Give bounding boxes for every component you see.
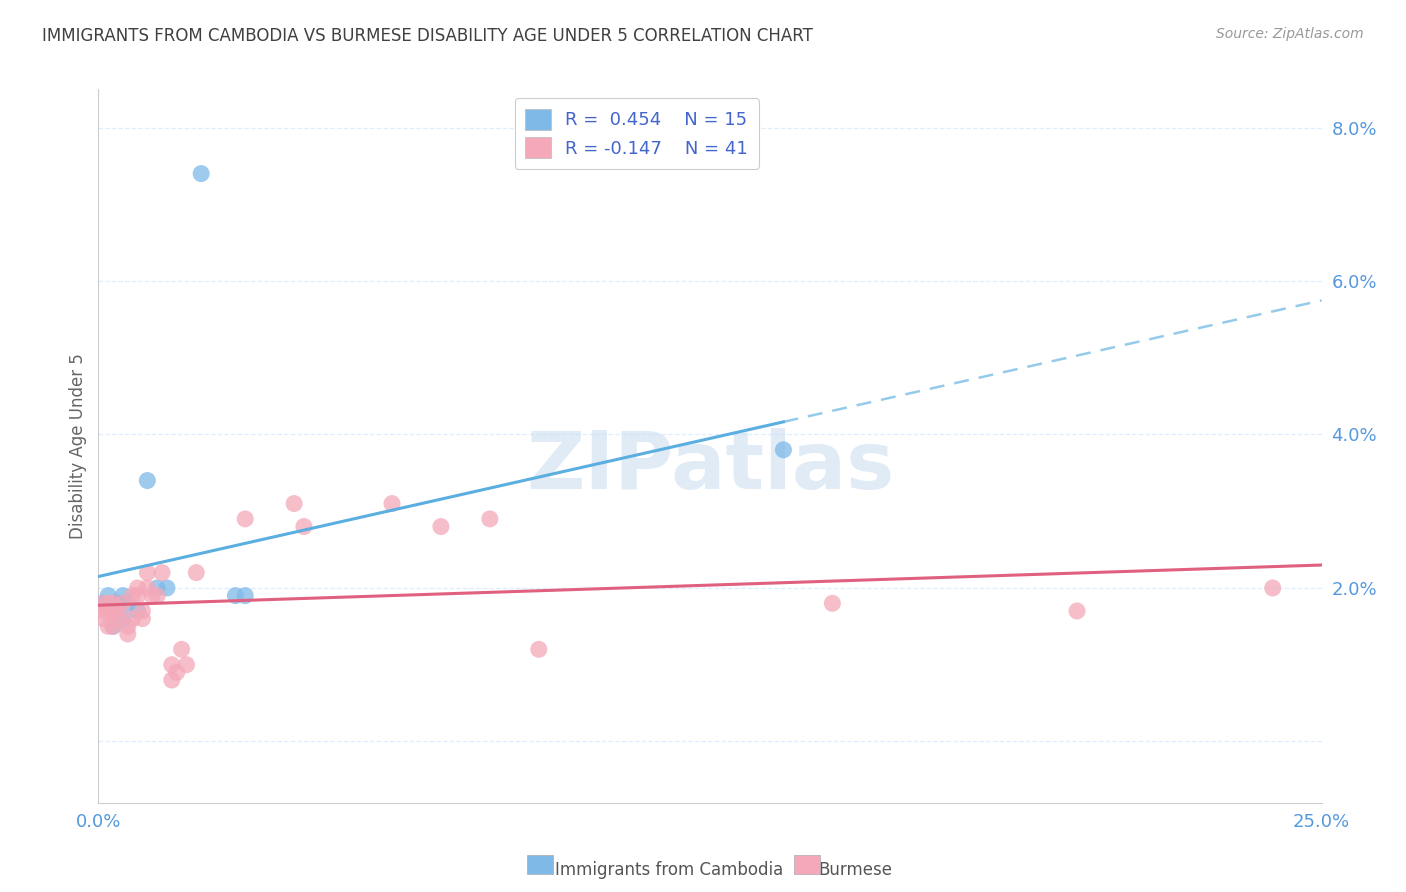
- Point: [127, 581, 149, 595]
- Point: [107, 604, 129, 618]
- Point: [97, 596, 120, 610]
- Point: [127, 604, 149, 618]
- Text: IMMIGRANTS FROM CAMBODIA VS BURMESE DISABILITY AGE UNDER 5 CORRELATION CHART: IMMIGRANTS FROM CAMBODIA VS BURMESE DISA…: [42, 27, 813, 45]
- Point: [97, 619, 120, 633]
- Point: [111, 589, 134, 603]
- Point: [527, 642, 550, 657]
- Point: [101, 619, 124, 633]
- Point: [136, 474, 159, 488]
- Point: [141, 589, 163, 603]
- Point: [381, 497, 404, 511]
- Text: Burmese: Burmese: [818, 861, 893, 879]
- Text: Source: ZipAtlas.com: Source: ZipAtlas.com: [1216, 27, 1364, 41]
- Point: [121, 589, 143, 603]
- Point: [97, 604, 120, 618]
- Point: [107, 612, 129, 626]
- Point: [292, 519, 315, 533]
- Point: [166, 665, 188, 680]
- Point: [127, 589, 149, 603]
- Legend: R =  0.454    N = 15, R = -0.147    N = 41: R = 0.454 N = 15, R = -0.147 N = 41: [515, 98, 759, 169]
- Point: [117, 619, 139, 633]
- Point: [160, 657, 183, 672]
- Point: [91, 604, 114, 618]
- Point: [170, 642, 193, 657]
- Point: [190, 167, 212, 181]
- Point: [121, 612, 143, 626]
- Point: [101, 604, 124, 618]
- Point: [160, 673, 183, 687]
- Point: [478, 512, 501, 526]
- Text: ZIPatlas: ZIPatlas: [526, 428, 894, 507]
- Point: [233, 589, 256, 603]
- Y-axis label: Disability Age Under 5: Disability Age Under 5: [69, 353, 87, 539]
- Point: [97, 589, 120, 603]
- Point: [101, 596, 124, 610]
- Point: [1261, 581, 1284, 595]
- Point: [224, 589, 246, 603]
- Point: [101, 619, 124, 633]
- Point: [146, 581, 169, 595]
- Point: [176, 657, 198, 672]
- Point: [156, 581, 179, 595]
- Point: [772, 442, 794, 457]
- Point: [136, 566, 159, 580]
- Point: [131, 612, 153, 626]
- Point: [150, 566, 173, 580]
- Point: [107, 596, 129, 610]
- Point: [111, 596, 134, 610]
- Point: [136, 581, 159, 595]
- Point: [186, 566, 208, 580]
- Point: [117, 627, 139, 641]
- Point: [91, 612, 114, 626]
- Point: [1066, 604, 1088, 618]
- Point: [146, 589, 169, 603]
- Point: [821, 596, 844, 610]
- Point: [430, 519, 453, 533]
- Point: [91, 596, 114, 610]
- Text: Immigrants from Cambodia: Immigrants from Cambodia: [555, 861, 783, 879]
- Point: [117, 596, 139, 610]
- Point: [131, 604, 153, 618]
- Point: [233, 512, 256, 526]
- Point: [91, 596, 114, 610]
- Point: [283, 497, 305, 511]
- Point: [111, 612, 134, 626]
